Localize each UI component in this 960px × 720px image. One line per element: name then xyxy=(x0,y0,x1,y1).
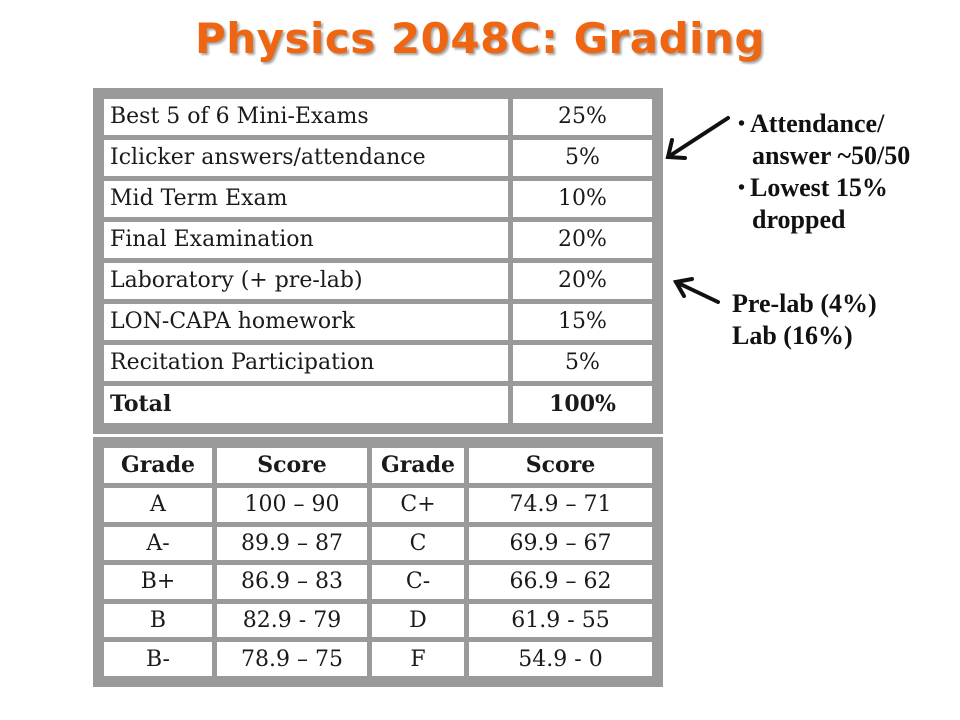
grade-scale-table: Grade Score Grade Score A 100 – 90 C+ 74… xyxy=(93,437,663,687)
grade-cell: C xyxy=(372,526,464,561)
weight-item: Best 5 of 6 Mini-Exams xyxy=(104,99,508,135)
score-cell: 74.9 – 71 xyxy=(469,487,652,522)
table-row: Laboratory (+ pre-lab) 20% xyxy=(104,262,652,299)
table-row: A 100 – 90 C+ 74.9 – 71 xyxy=(104,487,652,522)
table-row: Mid Term Exam 10% xyxy=(104,180,652,217)
score-cell: 61.9 - 55 xyxy=(469,603,652,638)
weight-item: Final Examination xyxy=(104,221,508,258)
score-cell: 69.9 – 67 xyxy=(469,526,652,561)
column-header: Score xyxy=(469,448,652,483)
total-percent: 100% xyxy=(513,385,652,423)
note-line: Lowest 15% xyxy=(738,172,910,204)
lab-note: Pre-lab (4%) Lab (16%) xyxy=(732,288,877,352)
note-line: dropped xyxy=(752,205,846,234)
total-label: Total xyxy=(104,385,508,423)
grade-cell: B- xyxy=(104,642,212,676)
table-row: Final Examination 20% xyxy=(104,221,652,258)
arrow-icon xyxy=(672,277,720,304)
grade-cell: C- xyxy=(372,565,464,599)
weight-percent: 10% xyxy=(513,180,652,217)
weight-item: Recitation Participation xyxy=(104,344,508,381)
note-line: Attendance/ xyxy=(738,108,910,140)
table-header-row: Grade Score Grade Score xyxy=(104,448,652,483)
clicker-note: Attendance/ answer ~50/50 Lowest 15% dro… xyxy=(738,108,910,236)
total-row: Total 100% xyxy=(104,385,652,423)
score-cell: 100 – 90 xyxy=(217,487,367,522)
table-row: B 82.9 - 79 D 61.9 - 55 xyxy=(104,603,652,638)
score-cell: 66.9 – 62 xyxy=(469,565,652,599)
grade-cell: A- xyxy=(104,526,212,561)
table-row: LON-CAPA homework 15% xyxy=(104,303,652,340)
grade-cell: F xyxy=(372,642,464,676)
grade-cell: C+ xyxy=(372,487,464,522)
weight-percent: 25% xyxy=(513,99,652,135)
grade-cell: B xyxy=(104,603,212,638)
table-row: Best 5 of 6 Mini-Exams 25% xyxy=(104,99,652,135)
grade-cell: B+ xyxy=(104,565,212,599)
table-row: A- 89.9 – 87 C 69.9 – 67 xyxy=(104,526,652,561)
column-header: Score xyxy=(217,448,367,483)
weight-percent: 5% xyxy=(513,344,652,381)
score-cell: 78.9 – 75 xyxy=(217,642,367,676)
note-line: Lab (16%) xyxy=(732,321,853,350)
weight-percent: 15% xyxy=(513,303,652,340)
score-cell: 54.9 - 0 xyxy=(469,642,652,676)
weight-item: Iclicker answers/attendance xyxy=(104,139,508,176)
note-line: answer ~50/50 xyxy=(752,141,911,170)
weight-item: Laboratory (+ pre-lab) xyxy=(104,262,508,299)
weight-percent: 5% xyxy=(513,139,652,176)
weight-percent: 20% xyxy=(513,221,652,258)
table-row: Recitation Participation 5% xyxy=(104,344,652,381)
weight-item: LON-CAPA homework xyxy=(104,303,508,340)
column-header: Grade xyxy=(104,448,212,483)
score-cell: 89.9 – 87 xyxy=(217,526,367,561)
table-row: B- 78.9 – 75 F 54.9 - 0 xyxy=(104,642,652,676)
page-title: Physics 2048C: Grading xyxy=(194,14,766,63)
score-cell: 86.9 – 83 xyxy=(217,565,367,599)
score-cell: 82.9 - 79 xyxy=(217,603,367,638)
weight-item: Mid Term Exam xyxy=(104,180,508,217)
grade-cell: D xyxy=(372,603,464,638)
note-line: Pre-lab (4%) xyxy=(732,289,877,318)
column-header: Grade xyxy=(372,448,464,483)
table-row: B+ 86.9 – 83 C- 66.9 – 62 xyxy=(104,565,652,599)
weight-percent: 20% xyxy=(513,262,652,299)
table-row: Iclicker answers/attendance 5% xyxy=(104,139,652,176)
grading-weights-table: Best 5 of 6 Mini-Exams 25% Iclicker answ… xyxy=(93,88,663,434)
grade-cell: A xyxy=(104,487,212,522)
arrow-icon xyxy=(665,116,730,160)
